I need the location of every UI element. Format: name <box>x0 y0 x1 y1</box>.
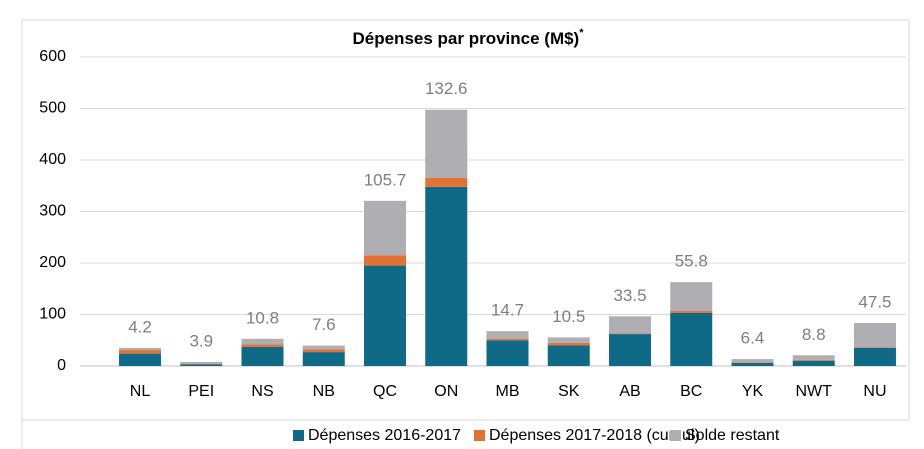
data-label: 55.8 <box>675 252 708 271</box>
chart-title: Dépenses par province (M$)* <box>352 27 584 49</box>
bar-segment <box>302 349 345 353</box>
y-tick-label: 100 <box>39 306 66 323</box>
bar-segment <box>486 331 529 339</box>
bar-segment <box>180 363 223 365</box>
x-tick-label: NWT <box>796 383 833 400</box>
data-label: 14.7 <box>491 301 524 320</box>
bar-segment <box>853 347 896 366</box>
bar-segment <box>241 344 284 347</box>
legend-swatch <box>670 430 681 441</box>
bar-segment <box>608 334 651 366</box>
bar-segment <box>486 338 529 341</box>
data-label: 33.5 <box>613 286 646 305</box>
bar-segment <box>608 333 651 335</box>
bar-segment <box>853 347 896 348</box>
legend-swatch <box>293 430 304 441</box>
bar-segment <box>547 342 590 346</box>
data-label: 105.7 <box>364 170 407 189</box>
bar-segment <box>792 360 835 366</box>
bar-segment <box>364 200 407 256</box>
bar-segment <box>180 361 223 364</box>
y-tick-label: 0 <box>57 357 66 374</box>
data-label: 7.6 <box>312 315 336 334</box>
bar-segment <box>364 265 407 366</box>
data-label: 10.5 <box>552 307 585 326</box>
y-tick-label: 500 <box>39 100 66 117</box>
bar-segment <box>425 109 468 179</box>
data-label: 47.5 <box>858 292 891 311</box>
legend-label: Dépenses 2016-2017 <box>308 427 461 444</box>
x-tick-label: SK <box>558 383 580 400</box>
legend-swatch <box>474 430 485 441</box>
bar-segment <box>364 255 407 266</box>
x-tick-label: NS <box>251 383 273 400</box>
x-tick-label: MB <box>496 383 520 400</box>
bar-segment <box>425 178 468 187</box>
bar-segment <box>731 359 774 363</box>
bar-segment <box>180 364 223 366</box>
x-tick-label: PEI <box>188 383 214 400</box>
x-tick-label: BC <box>680 383 702 400</box>
bar-segment <box>670 312 713 366</box>
x-tick-label: AB <box>619 383 640 400</box>
x-tick-label: QC <box>373 383 397 400</box>
chart-frame <box>21 19 910 421</box>
legend-label: Dépenses 2017-2018 (cumul) <box>489 427 700 444</box>
bar-segment <box>486 340 529 366</box>
bar-segment <box>792 355 835 360</box>
bar-segment <box>241 338 284 345</box>
x-tick-label: NU <box>863 383 886 400</box>
title-note: * <box>579 27 584 39</box>
legend-label: Solde restant <box>685 427 780 444</box>
data-label: 6.4 <box>741 329 765 348</box>
bar-segment <box>547 345 590 366</box>
bar-segment <box>302 345 345 350</box>
data-label: 3.9 <box>189 331 213 350</box>
bar-segment <box>608 316 651 334</box>
bar-segment <box>119 350 162 354</box>
data-label: 4.2 <box>128 317 152 336</box>
data-label: 8.8 <box>802 325 826 344</box>
bar-segment <box>792 359 835 361</box>
bar-segment <box>853 322 896 348</box>
x-tick-label: NL <box>130 383 151 400</box>
bar-segment <box>425 186 468 366</box>
data-label: 132.6 <box>425 79 468 98</box>
bar-segment <box>731 362 774 363</box>
bar-segment <box>547 337 590 343</box>
bar-segment <box>119 353 162 366</box>
title-text: Dépenses par province (M$) <box>352 29 579 48</box>
bar-segment <box>731 362 774 366</box>
bar-segment <box>241 346 284 366</box>
bar-segment <box>670 282 713 311</box>
y-tick-label: 600 <box>39 48 66 65</box>
bar-segment <box>119 347 162 351</box>
y-tick-label: 300 <box>39 203 66 220</box>
bar-segment <box>670 310 713 313</box>
y-tick-label: 400 <box>39 151 66 168</box>
x-tick-label: ON <box>434 383 458 400</box>
x-tick-label: NB <box>313 383 335 400</box>
x-tick-label: YK <box>742 383 764 400</box>
y-tick-label: 200 <box>39 254 66 271</box>
bar-segment <box>302 352 345 366</box>
data-label: 10.8 <box>246 308 279 327</box>
